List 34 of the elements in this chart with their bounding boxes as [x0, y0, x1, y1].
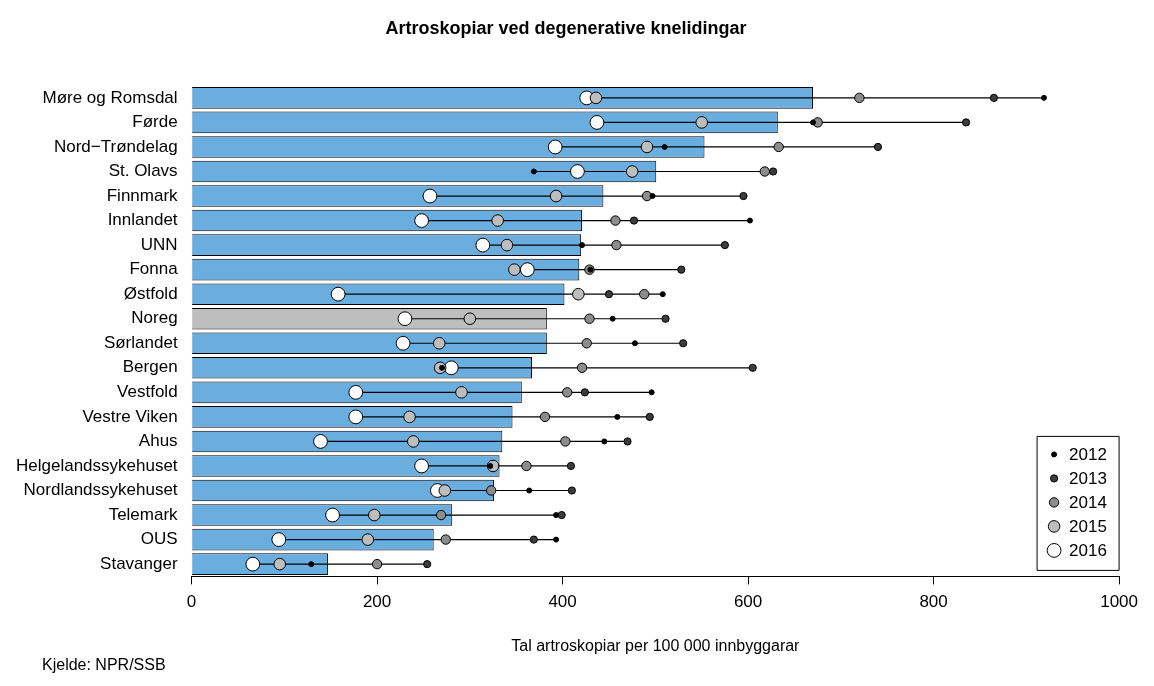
- x-axis-title: Tal artroskopiar per 100 000 innbyggarar: [511, 636, 801, 654]
- y-tick-label: Vestfold: [117, 382, 178, 402]
- y-tick-label: Nordlandssykehuset: [23, 480, 178, 500]
- y-tick-label: St. Olavs: [108, 161, 178, 181]
- y-tick-label: UNN: [140, 234, 178, 254]
- y-tick-label: Ahus: [138, 431, 178, 451]
- x-tick-label: 0: [186, 592, 197, 612]
- legend-label: 2013: [1069, 469, 1107, 489]
- y-tick-label: Noreg: [131, 308, 178, 328]
- x-tick-label: 400: [548, 592, 577, 612]
- text: Kjelde: NPR/SSB: [42, 656, 166, 673]
- y-tick-label: Sørlandet: [103, 332, 178, 352]
- y-tick-label: Finnmark: [106, 185, 179, 205]
- x-tick-label: 800: [919, 592, 948, 612]
- legend-label: 2014: [1069, 493, 1107, 513]
- x-tick-label: 1000: [1100, 592, 1138, 612]
- y-tick-label: Førde: [132, 112, 178, 132]
- y-tick-label: Innlandet: [107, 210, 178, 230]
- legend-label: 2016: [1069, 541, 1107, 561]
- y-tick-label: Helgelandssykehuset: [15, 455, 178, 475]
- legend-label: 2012: [1069, 445, 1107, 465]
- y-tick-label: Vestre Viken: [82, 406, 178, 426]
- y-tick-label: Nord−Trøndelag: [53, 136, 178, 156]
- x-tick-label: 600: [733, 592, 763, 612]
- y-tick-label: Østfold: [123, 283, 178, 303]
- y-tick-label: Møre og Romsdal: [42, 87, 178, 107]
- y-tick-label: OUS: [140, 529, 178, 549]
- legend-label: 2015: [1069, 517, 1107, 537]
- y-tick-label: Fonna: [129, 259, 179, 279]
- y-tick-label: Bergen: [122, 357, 178, 377]
- y-tick-label: Stavanger: [100, 553, 178, 573]
- x-tick-label: 200: [362, 592, 392, 612]
- y-tick-label: Telemark: [108, 504, 179, 524]
- chart-title: Artroskopiar ved degenerative knelidingar: [385, 17, 747, 38]
